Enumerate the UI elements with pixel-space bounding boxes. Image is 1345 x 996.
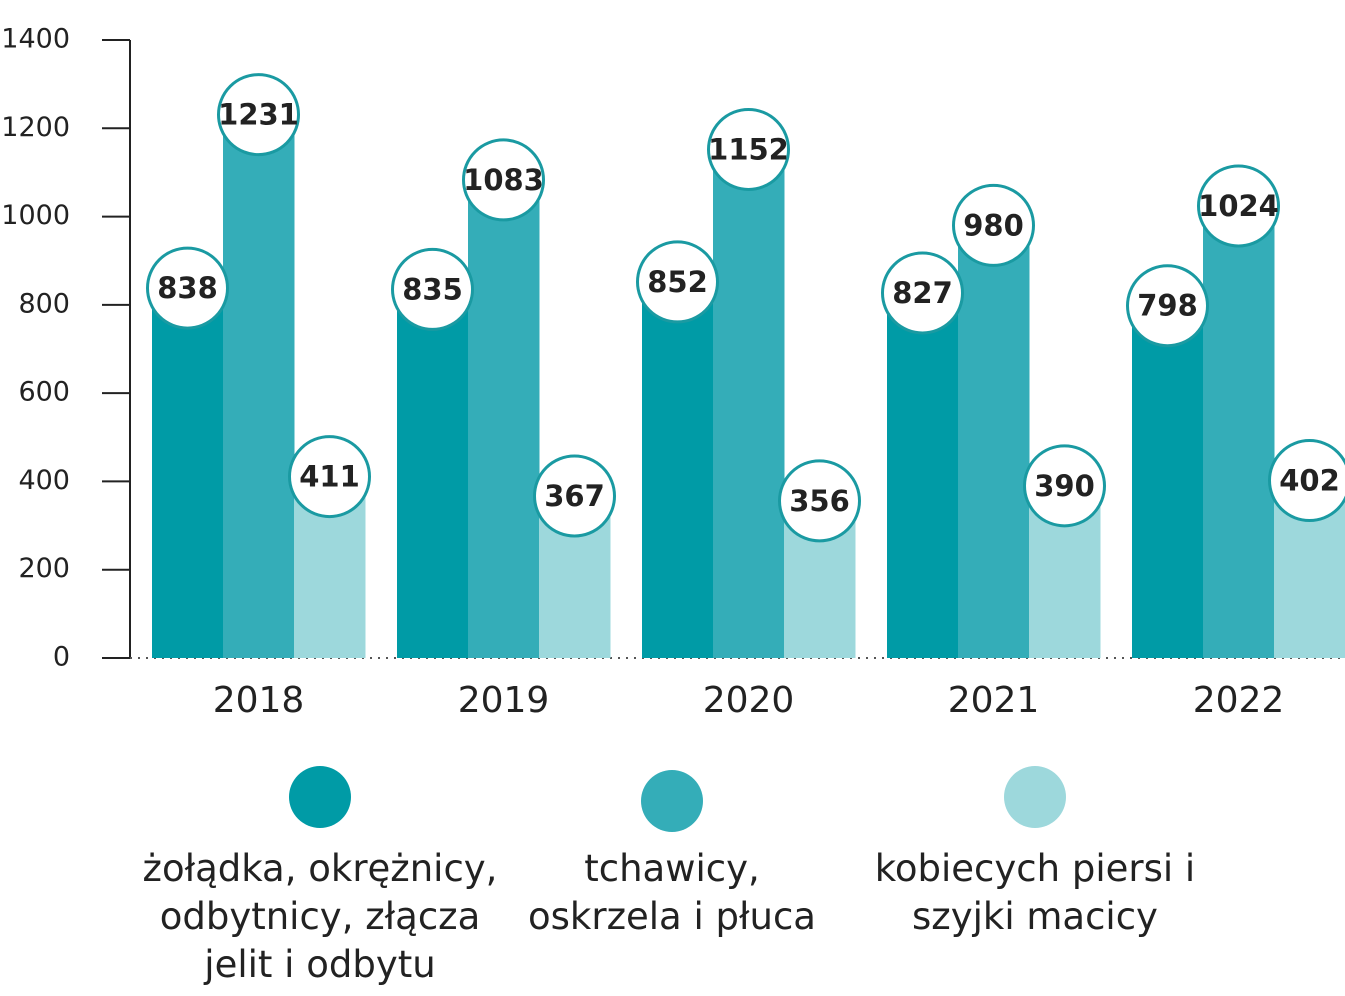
value-label: 1083 [463, 163, 544, 197]
value-label: 827 [892, 276, 953, 310]
value-label-bubble [288, 435, 371, 519]
bar [1132, 305, 1204, 658]
y-tick-label: 600 [18, 377, 70, 408]
value-label: 852 [647, 265, 708, 299]
value-label-bubble [778, 459, 861, 543]
bar [887, 292, 959, 658]
legend-swatch [289, 766, 351, 828]
value-label-bubble [952, 183, 1035, 267]
value-label: 798 [1137, 289, 1198, 323]
y-tick-label: 800 [18, 288, 70, 319]
value-label-bubble [1023, 444, 1106, 528]
bar [1203, 205, 1275, 658]
legend-swatch [641, 770, 703, 832]
y-tick-label: 400 [18, 465, 70, 496]
value-label: 1152 [708, 132, 789, 166]
value-label-bubble [146, 246, 229, 330]
legend-swatch [1004, 766, 1066, 828]
value-label-bubble [881, 251, 964, 335]
bar [713, 149, 785, 658]
value-label: 390 [1034, 469, 1095, 503]
y-tick-label: 0 [53, 642, 70, 673]
value-label-bubble [391, 247, 474, 331]
value-label: 980 [963, 208, 1024, 242]
bar [152, 288, 224, 658]
value-label-bubble [462, 138, 545, 222]
bar [397, 289, 469, 658]
value-label-bubble [533, 454, 616, 538]
value-label: 1024 [1198, 189, 1279, 223]
value-label: 838 [157, 271, 218, 305]
value-label: 835 [402, 272, 463, 306]
value-label-bubble [707, 107, 790, 191]
y-tick-label: 1400 [1, 24, 70, 55]
legend-label: tchawicy, oskrzela i płuca [528, 847, 816, 938]
x-tick-label: 2019 [458, 680, 550, 721]
x-tick-label: 2020 [703, 680, 795, 721]
value-label: 1231 [218, 98, 299, 132]
value-label: 356 [789, 484, 850, 518]
value-label-bubble [1126, 264, 1209, 348]
value-label-bubble [636, 240, 719, 324]
value-label: 367 [544, 479, 605, 513]
bar [642, 281, 714, 658]
value-label: 411 [299, 460, 360, 494]
y-tick-label: 1200 [1, 112, 70, 143]
value-label-bubble [1197, 164, 1280, 248]
x-tick-label: 2022 [1193, 680, 1285, 721]
x-tick-label: 2021 [948, 680, 1040, 721]
y-tick-label: 1000 [1, 200, 70, 231]
legend-label: kobiecych piersi i szyjki macicy [874, 847, 1196, 938]
bar [223, 114, 295, 658]
legend-label: żołądka, okrężnicy, odbytnicy, złącza je… [142, 847, 498, 986]
value-label: 402 [1279, 464, 1340, 498]
bar [468, 179, 540, 658]
value-label-bubble [217, 73, 300, 157]
x-tick-label: 2018 [213, 680, 305, 721]
value-label-bubble [1268, 439, 1345, 523]
bar [958, 225, 1030, 658]
y-tick-label: 200 [18, 553, 70, 584]
